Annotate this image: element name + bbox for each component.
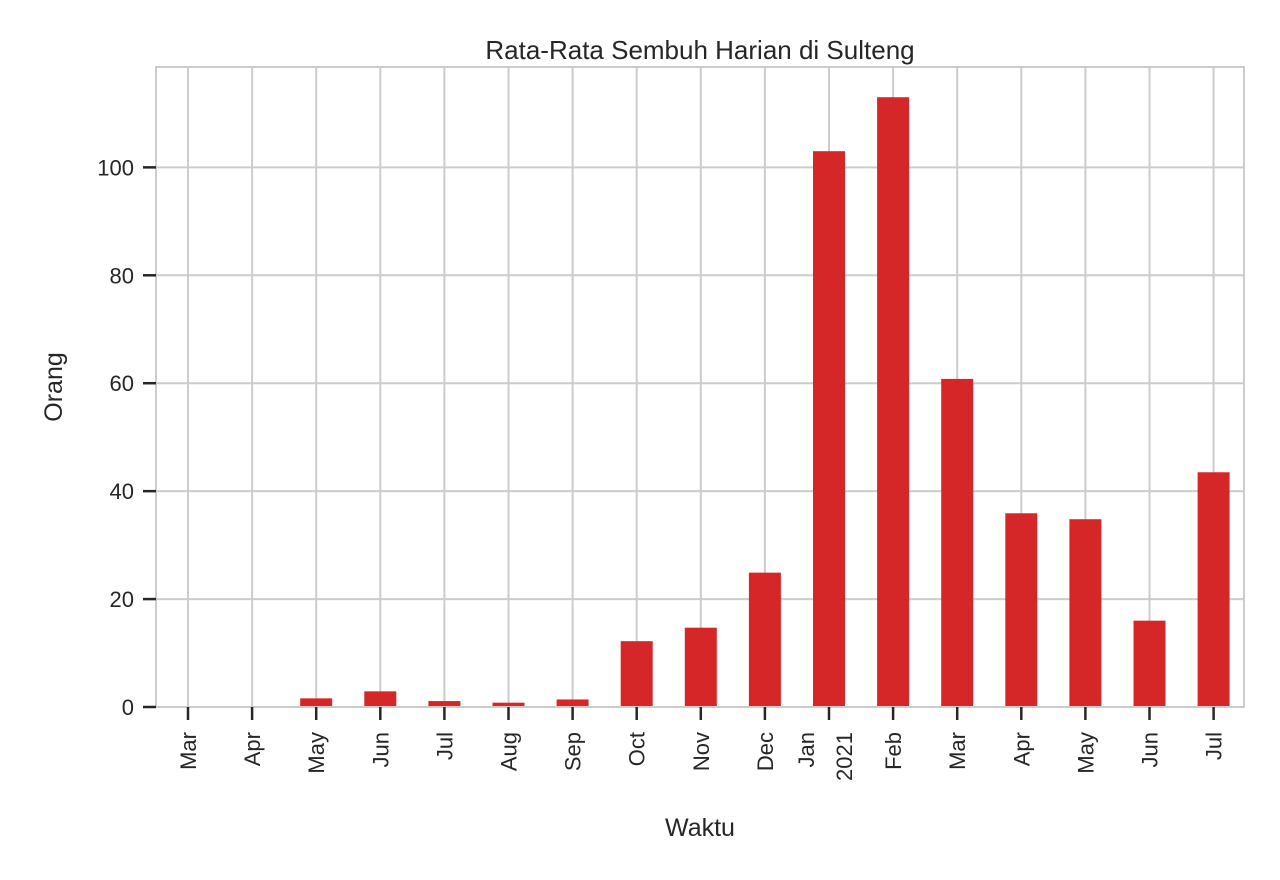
- x-tick-label: Jul: [432, 732, 457, 760]
- x-tick-label: Mar: [176, 732, 201, 770]
- x-tick-label: Apr: [1009, 732, 1034, 766]
- x-tick-sublabel: 2021: [832, 732, 857, 781]
- x-tick-label: Sep: [561, 732, 586, 771]
- x-axis-title: Waktu: [665, 814, 735, 842]
- x-tick-label: Feb: [881, 732, 906, 770]
- bar: [1133, 620, 1166, 707]
- y-tick-label: 100: [97, 155, 134, 180]
- y-tick-label: 60: [110, 371, 134, 396]
- bar: [1069, 519, 1102, 707]
- chart-title: Rata-Rata Sembuh Harian di Sulteng: [485, 35, 914, 65]
- bar: [941, 378, 974, 707]
- bar: [492, 702, 525, 707]
- x-tick-label: May: [304, 732, 329, 774]
- bars: [300, 97, 1230, 707]
- y-tick-label: 40: [110, 479, 134, 504]
- bar: [364, 691, 397, 707]
- y-axis: 0 20 40 60 80 100: [97, 155, 156, 720]
- x-tick-label: Mar: [945, 732, 970, 770]
- x-tick-label: Jun: [368, 732, 393, 767]
- x-tick-label: Jun: [1138, 732, 1163, 767]
- bar: [300, 698, 333, 707]
- bar: [428, 701, 461, 707]
- bar: [813, 151, 845, 707]
- bar: [748, 572, 781, 707]
- y-tick-label: 80: [110, 263, 134, 288]
- bar: [877, 97, 910, 707]
- y-tick-label: 20: [110, 587, 134, 612]
- x-tick-label: Oct: [625, 732, 650, 766]
- bar: [1005, 513, 1038, 707]
- bar: [684, 627, 717, 707]
- x-tick-label: Jul: [1202, 732, 1227, 760]
- x-tick-label: Apr: [240, 732, 265, 766]
- x-tick-label: Jan: [794, 732, 819, 767]
- bar: [556, 699, 589, 707]
- bar: [620, 641, 653, 707]
- y-tick-label: 0: [122, 695, 134, 720]
- y-axis-title: Orang: [40, 352, 68, 421]
- x-tick-label: Nov: [689, 732, 714, 771]
- x-tick-label: Dec: [753, 732, 778, 771]
- bar: [1197, 472, 1230, 707]
- x-axis: Mar Apr May Jun Jul Aug Sep Oct Nov Dec Jan 2021 Feb…: [176, 707, 1227, 781]
- x-tick-label: Aug: [497, 732, 522, 771]
- x-tick-label: May: [1073, 732, 1098, 774]
